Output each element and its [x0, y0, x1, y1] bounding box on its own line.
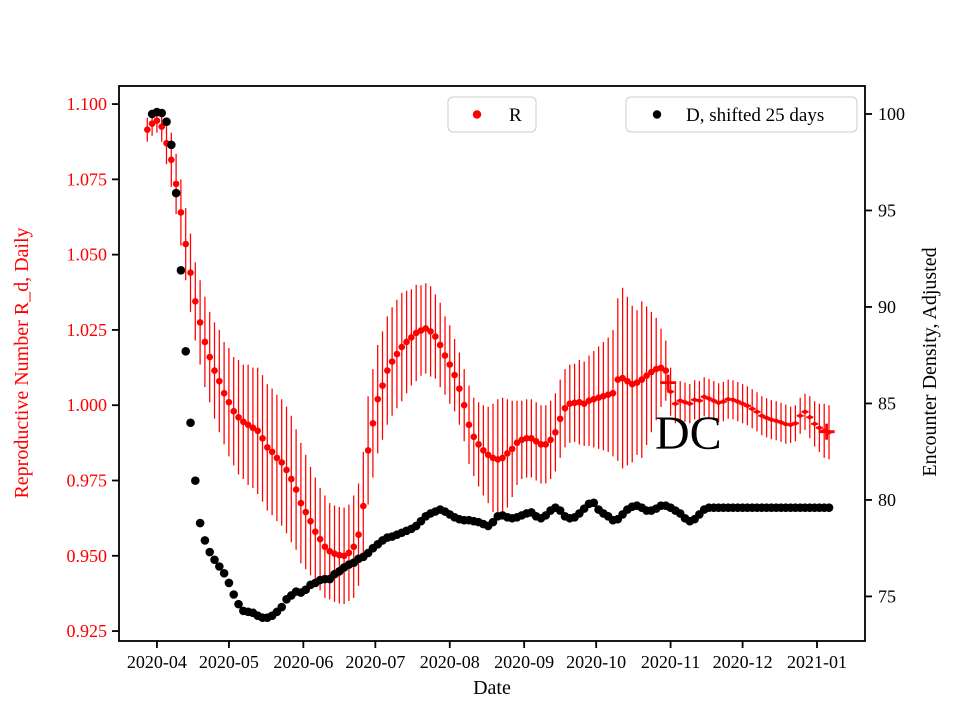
legend-r-label: R — [509, 105, 522, 126]
svg-text:2020-08: 2020-08 — [420, 652, 480, 672]
legend-r: R — [447, 96, 537, 133]
d-series-points — [147, 107, 834, 622]
svg-text:0.950: 0.950 — [67, 546, 108, 566]
svg-text:2021-01: 2021-01 — [787, 652, 847, 672]
r-series-plus-marker — [818, 423, 835, 440]
svg-text:2020-06: 2020-06 — [273, 652, 333, 672]
svg-text:2020-04: 2020-04 — [127, 652, 187, 672]
r-series-plus-marker — [660, 374, 677, 391]
svg-text:1.050: 1.050 — [67, 245, 108, 265]
y-axis-label-right: Encounter Density, Adjusted — [919, 247, 941, 476]
svg-text:2020-07: 2020-07 — [345, 652, 405, 672]
legend-d-box — [625, 96, 858, 133]
svg-text:75: 75 — [878, 586, 896, 606]
svg-text:85: 85 — [878, 393, 896, 413]
svg-text:2020-05: 2020-05 — [199, 652, 259, 672]
svg-text:80: 80 — [878, 490, 896, 510]
svg-text:2020-12: 2020-12 — [713, 652, 773, 672]
svg-text:0.975: 0.975 — [67, 470, 108, 490]
legend-d-marker-icon — [652, 110, 662, 119]
legend-d: D, shifted 25 days — [625, 96, 858, 133]
svg-text:0.925: 0.925 — [67, 621, 108, 641]
legend-r-marker-icon — [472, 110, 482, 119]
svg-text:2020-10: 2020-10 — [566, 652, 626, 672]
plot-area: 2020-04 2020-05 2020-06 2020-07 2020-08 2020-… — [67, 85, 905, 672]
svg-text:1.000: 1.000 — [67, 395, 108, 415]
dc-annotation: DC — [655, 407, 722, 460]
y-axis-left-ticks: 1.100 1.075 1.050 1.025 1.000 0.975 0.950 0.925 — [67, 94, 119, 641]
svg-text:95: 95 — [878, 200, 896, 220]
legend-r-box — [447, 96, 537, 133]
r-series-points — [144, 117, 833, 560]
svg-text:2020-09: 2020-09 — [494, 652, 554, 672]
svg-text:2020-11: 2020-11 — [641, 652, 700, 672]
svg-text:1.075: 1.075 — [67, 169, 108, 189]
svg-text:1.100: 1.100 — [67, 94, 108, 114]
svg-text:1.025: 1.025 — [67, 320, 108, 340]
x-axis-ticks: 2020-04 2020-05 2020-06 2020-07 2020-08 2020-… — [127, 641, 847, 672]
svg-text:90: 90 — [878, 297, 896, 317]
x-axis-label: Date — [473, 677, 511, 699]
y-axis-right-ticks: 100 95 90 85 80 75 — [865, 104, 905, 606]
plot-frame — [118, 85, 866, 642]
svg-text:100: 100 — [878, 104, 905, 124]
y-axis-label-left: Reproductive Number R_d, Daily — [11, 227, 33, 498]
legend-d-label: D, shifted 25 days — [686, 105, 824, 126]
